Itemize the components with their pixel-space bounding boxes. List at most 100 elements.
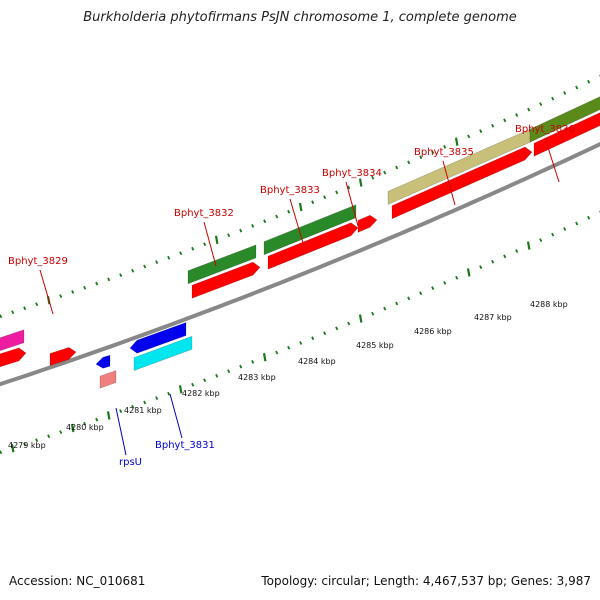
- outer-minor-tick: [35, 302, 39, 307]
- gene-leader-line: [39, 269, 54, 315]
- outer-minor-tick: [515, 113, 519, 117]
- inner-minor-tick: [275, 350, 279, 355]
- inner-minor-tick: [563, 227, 567, 231]
- outer-minor-tick: [563, 91, 567, 95]
- gene-arrow-blue[interactable]: [95, 354, 111, 369]
- gene-label-forward[interactable]: Bphyt_3834: [322, 168, 382, 179]
- gene-label-forward[interactable]: Bphyt_3829: [8, 256, 68, 267]
- gene-arrow-red[interactable]: [533, 108, 600, 157]
- gene-label-forward[interactable]: Bphyt_3835: [414, 147, 474, 158]
- outer-minor-tick: [575, 85, 579, 90]
- outer-minor-tick: [59, 294, 63, 298]
- outer-minor-tick: [11, 310, 15, 315]
- outer-minor-tick: [383, 170, 387, 175]
- accession-text: Accession: NC_010681: [9, 574, 146, 588]
- outer-minor-tick: [407, 160, 411, 165]
- inner-minor-tick: [491, 259, 495, 264]
- gene-label-reverse[interactable]: rpsU: [119, 457, 142, 468]
- outer-major-tick: [454, 137, 459, 146]
- inner-minor-tick: [455, 275, 459, 280]
- gene-arrow-cyan[interactable]: [133, 335, 193, 372]
- outer-minor-tick: [131, 268, 135, 273]
- inner-minor-tick: [59, 430, 63, 434]
- gene-leader-line: [289, 198, 304, 244]
- inner-minor-tick: [503, 254, 507, 259]
- gene-arrow-red[interactable]: [0, 347, 27, 370]
- outer-minor-tick: [143, 264, 147, 269]
- inner-minor-tick: [191, 382, 195, 387]
- gene-arrow-pink[interactable]: [99, 370, 117, 389]
- gene-arrow-magenta[interactable]: [0, 329, 25, 354]
- inner-minor-tick: [239, 364, 243, 369]
- outer-minor-tick: [431, 150, 435, 154]
- gene-arrow-green[interactable]: [187, 244, 257, 285]
- gene-arrow-red[interactable]: [49, 347, 77, 366]
- inner-minor-tick: [443, 281, 447, 285]
- inner-minor-tick: [95, 417, 99, 422]
- inner-minor-tick: [23, 442, 27, 447]
- gene-leader-line: [345, 181, 359, 227]
- inner-minor-tick: [131, 404, 135, 409]
- inner-minor-tick: [335, 326, 339, 331]
- inner-minor-tick: [479, 265, 483, 269]
- gene-label-reverse[interactable]: Bphyt_3831: [155, 440, 215, 451]
- outer-minor-tick: [527, 107, 531, 112]
- inner-major-tick: [106, 411, 111, 420]
- scale-label: 4282 kbp: [182, 389, 220, 398]
- outer-minor-tick: [371, 175, 375, 180]
- inner-major-tick: [10, 444, 15, 453]
- gene-arrow-red[interactable]: [267, 222, 359, 270]
- inner-minor-tick: [35, 438, 39, 443]
- outer-minor-tick: [0, 314, 3, 319]
- gene-arrow-blue[interactable]: [129, 322, 187, 354]
- inner-minor-tick: [539, 238, 543, 242]
- outer-minor-tick: [251, 224, 255, 228]
- outer-minor-tick: [503, 118, 507, 123]
- inner-minor-tick: [83, 421, 87, 426]
- chromosome-backbone: [0, 141, 600, 387]
- inner-major-tick: [526, 241, 531, 250]
- gene-leader-line: [544, 137, 560, 183]
- outer-minor-tick: [95, 281, 99, 286]
- outer-minor-tick: [167, 255, 171, 260]
- scale-label: 4287 kbp: [474, 313, 512, 322]
- inner-minor-tick: [323, 331, 327, 336]
- gene-label-forward[interactable]: Bphyt_3833: [260, 185, 320, 196]
- gene-arrow-red[interactable]: [191, 261, 261, 299]
- outer-minor-tick: [347, 185, 351, 190]
- scale-label: 4283 kbp: [238, 373, 276, 382]
- inner-minor-tick: [407, 296, 411, 301]
- outer-minor-tick: [395, 165, 399, 170]
- inner-minor-tick: [251, 360, 255, 364]
- inner-major-tick: [262, 353, 267, 362]
- outer-minor-tick: [191, 246, 195, 251]
- outer-minor-tick: [263, 219, 267, 224]
- gene-label-forward[interactable]: Bphyt_3836: [515, 124, 575, 135]
- genome-summary-text: Topology: circular; Length: 4,467,537 bp…: [261, 574, 591, 588]
- scale-label: 4281 kbp: [124, 406, 162, 415]
- outer-major-tick: [214, 235, 219, 244]
- gene-arrow-olive[interactable]: [529, 92, 600, 143]
- gene-leader-line: [115, 407, 127, 456]
- inner-major-tick: [358, 314, 363, 323]
- outer-minor-tick: [83, 285, 87, 290]
- inner-minor-tick: [395, 301, 399, 306]
- outer-minor-tick: [491, 123, 495, 128]
- scale-label: 4279 kbp: [8, 441, 46, 450]
- gene-arrow-red[interactable]: [391, 146, 533, 220]
- outer-minor-tick: [467, 134, 471, 139]
- outer-minor-tick: [203, 242, 207, 247]
- outer-minor-tick: [539, 102, 543, 106]
- outer-minor-tick: [119, 273, 123, 277]
- outer-minor-tick: [551, 96, 555, 101]
- outer-minor-tick: [239, 228, 243, 233]
- gene-arrow-red[interactable]: [357, 214, 378, 233]
- outer-minor-tick: [479, 129, 483, 133]
- outer-minor-tick: [287, 209, 291, 214]
- outer-minor-tick: [443, 145, 447, 149]
- outer-minor-tick: [419, 155, 423, 160]
- inner-minor-tick: [347, 321, 351, 326]
- inner-major-tick: [466, 268, 471, 277]
- gene-label-forward[interactable]: Bphyt_3832: [174, 208, 234, 219]
